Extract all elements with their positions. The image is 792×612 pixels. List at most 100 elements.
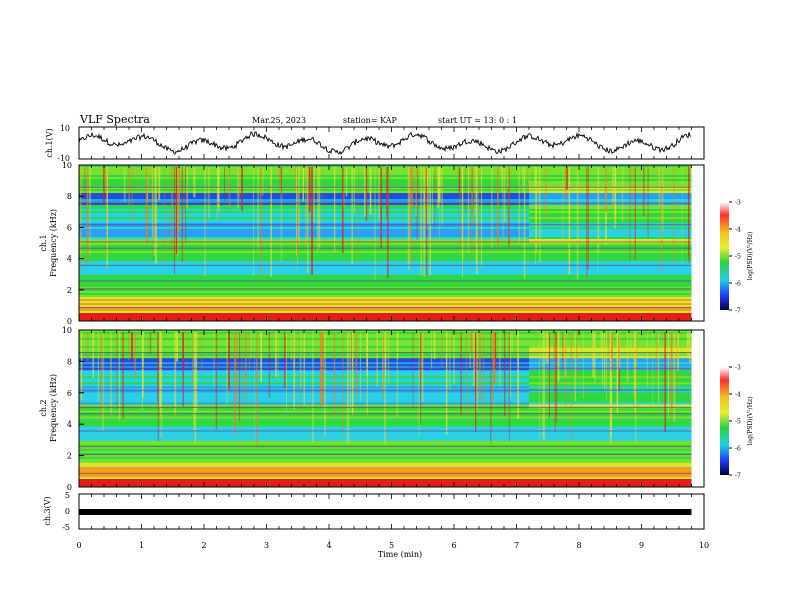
spectrogram-streak (307, 167, 309, 250)
spectrogram-streak (176, 332, 178, 362)
spectrogram-streak (384, 332, 387, 445)
spectrogram-band (79, 173, 529, 176)
spectrogram-streak (547, 332, 549, 364)
spectrogram-band (529, 239, 692, 242)
spectrogram-streak (177, 167, 179, 256)
spectrogram-band (529, 223, 692, 226)
spectrogram-streak (508, 332, 510, 442)
ch2-colorbar-label: log(PSD)(V²/Hz) (747, 397, 754, 446)
time-axis-tick-labels: 0 1 2 3 4 5 6 7 8 9 10 (76, 541, 709, 550)
spectrogram-band (529, 179, 692, 182)
ch1-waveform-line (78, 131, 692, 156)
spectrogram-streak (280, 167, 282, 196)
spectrogram-streak (453, 332, 455, 384)
spectrogram-streak (204, 167, 206, 277)
spectrogram-streak (160, 332, 162, 416)
spectrogram-band (79, 424, 529, 427)
spectrogram-band (529, 237, 692, 240)
spectrogram-streak (517, 332, 519, 419)
spectrogram-streak (79, 167, 81, 273)
spectrogram-band (529, 474, 692, 478)
spectrogram-band (79, 422, 529, 425)
ch3-waveform-ylabel: ch.3(V) (43, 496, 52, 525)
spectrogram-band (529, 452, 692, 456)
ch2-colorbar-tick-label: -5 (735, 419, 741, 426)
spectrogram-streak (602, 332, 604, 385)
spectrogram-band (79, 287, 529, 290)
spectrogram-gap (691, 165, 704, 321)
time-tick-label: 0 (76, 541, 81, 550)
spectrogram-band (79, 203, 529, 206)
spectrogram-streak (353, 167, 356, 214)
station-label: station= KAP (343, 116, 398, 125)
spectrogram-streak (431, 167, 434, 224)
spectrogram-streak (565, 332, 567, 407)
spectrogram-band (79, 436, 529, 439)
spectrogram-band (79, 428, 529, 431)
spectrogram-streak (163, 167, 165, 266)
spectrogram-band (79, 450, 529, 454)
spectrogram-streak (348, 332, 350, 443)
spectrogram-band (79, 223, 529, 226)
spectrogram-streak (662, 167, 664, 231)
spectrogram-band (79, 466, 529, 470)
spectrogram-band (79, 295, 529, 298)
spectrogram-band (79, 195, 529, 198)
ch1-colorbar-label: log(PSD)(V²/Hz) (747, 232, 754, 281)
spectrogram-streak (634, 167, 636, 260)
spectrogram-streak (369, 167, 372, 215)
spectrogram-streak (305, 167, 307, 245)
spectrogram-line (79, 186, 692, 188)
spectrogram-band (529, 273, 692, 276)
spectrogram-band (79, 311, 529, 314)
spectrogram-streak (511, 332, 514, 354)
spectrogram-streak (461, 167, 464, 259)
spectrogram-streak (539, 332, 540, 440)
spectrogram-band (79, 201, 529, 204)
spectrogram-band (79, 179, 529, 182)
time-tick-label: 5 (389, 541, 394, 550)
spectrogram-streak (494, 332, 497, 370)
spectrogram-band (79, 273, 529, 276)
spectrogram-streak (646, 332, 648, 388)
spectrogram-band (529, 165, 692, 168)
spectrogram-streak (410, 167, 412, 267)
spectrogram-streak (290, 332, 293, 361)
spectrogram-streak (476, 332, 478, 411)
spectrogram-band (79, 414, 529, 417)
spectrogram-streak (459, 167, 461, 251)
spectrogram-band (79, 237, 529, 240)
spectrogram-streak (510, 332, 512, 398)
spectrogram-band (79, 259, 529, 262)
ch1-colorbar-tick-label: -7 (735, 308, 741, 315)
spectrogram-streak (681, 167, 683, 261)
spectrogram-streak (587, 167, 589, 270)
time-tick-label: 3 (264, 541, 269, 550)
spectrogram-band (529, 309, 692, 312)
spectrogram-streak (643, 167, 645, 216)
spectrogram-streak (87, 332, 89, 362)
spectrogram-band (79, 193, 529, 196)
spectrogram-band (79, 235, 529, 238)
spectrogram-streak (635, 332, 637, 444)
spectrogram-streak (103, 167, 105, 204)
ch1-spec-ytick-label: 4 (67, 255, 72, 264)
ch2-spec-ytick-label: 0 (67, 483, 72, 492)
spectrogram-band (529, 257, 692, 260)
spectrogram-streak (618, 332, 621, 370)
spectrogram-streak (600, 332, 602, 357)
spectrogram-streak (324, 332, 326, 437)
spectrogram-band (79, 257, 529, 260)
ch2-spectrogram-image (79, 330, 704, 488)
spectrogram-streak (131, 332, 133, 359)
spectrogram-band (529, 283, 692, 286)
ch1-colorbar-tick-label: -5 (735, 254, 741, 261)
spectrogram-band (79, 219, 529, 222)
spectrogram-streak (474, 167, 476, 215)
spectrogram-band (79, 171, 529, 174)
spectrogram-streak (612, 167, 614, 205)
spectrogram-band (529, 279, 692, 282)
ch1-waveform-ylabel: ch.1(V) (45, 128, 54, 157)
spectrogram-band (529, 233, 692, 236)
spectrogram-streak (296, 167, 297, 256)
